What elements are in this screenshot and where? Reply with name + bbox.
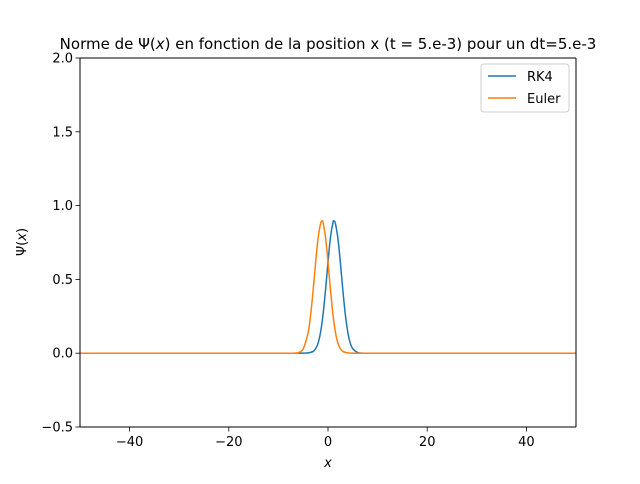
series-layer xyxy=(80,220,576,354)
x-tick-label: −20 xyxy=(215,435,242,450)
chart-title: Norme de Ψ(x) en fonction de la position… xyxy=(60,35,597,53)
y-tick-label: 0.0 xyxy=(52,347,73,362)
legend: RK4 Euler xyxy=(480,63,570,113)
y-tick-label: −0.5 xyxy=(41,421,73,436)
y-axis-ticks: −0.5 0.0 0.5 1.0 1.5 2.0 xyxy=(41,52,80,436)
x-axis-label: x xyxy=(323,456,332,471)
y-tick-label: 2.0 xyxy=(52,52,73,67)
x-tick-label: 20 xyxy=(419,435,436,450)
series-line-euler xyxy=(80,220,576,354)
x-tick-label: 40 xyxy=(518,435,535,450)
legend-label-rk4: RK4 xyxy=(527,70,553,85)
y-tick-label: 1.5 xyxy=(52,125,73,140)
y-axis-label: Ψ(x) xyxy=(15,228,30,256)
legend-label-euler: Euler xyxy=(527,92,561,107)
series-line-rk4 xyxy=(80,220,576,354)
y-tick-label: 0.5 xyxy=(52,273,73,288)
x-tick-label: 0 xyxy=(324,435,332,450)
x-axis-ticks: −40 −20 0 20 40 xyxy=(116,427,535,450)
x-tick-label: −40 xyxy=(116,435,143,450)
y-tick-label: 1.0 xyxy=(52,199,73,214)
